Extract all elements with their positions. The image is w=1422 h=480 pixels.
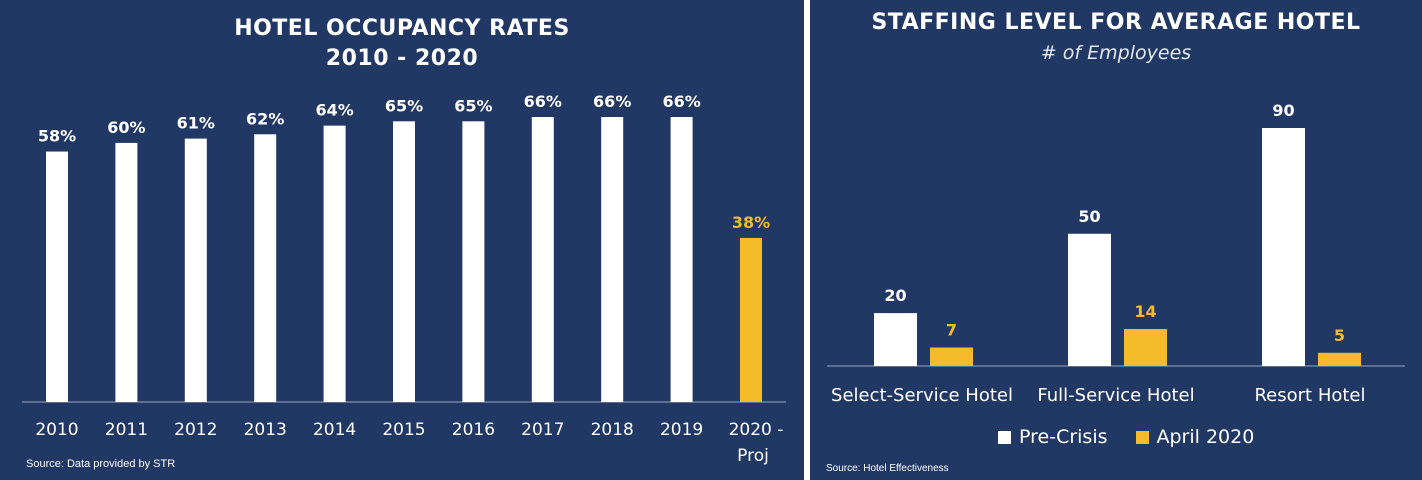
occupancy-data-label: 66% bbox=[593, 92, 631, 111]
staffing-bar bbox=[1124, 328, 1167, 366]
occupancy-data-label: 62% bbox=[246, 109, 284, 128]
legend-item-april-2020: April 2020 bbox=[1135, 426, 1255, 448]
staffing-x-tick-label: Full-Service Hotel bbox=[1037, 385, 1194, 406]
occupancy-bar bbox=[323, 125, 346, 403]
occupancy-bar bbox=[254, 134, 277, 403]
staffing-data-label: 5 bbox=[1334, 326, 1345, 345]
staffing-bar bbox=[1068, 233, 1111, 366]
staffing-bar bbox=[930, 347, 973, 366]
occupancy-data-label: 65% bbox=[454, 96, 492, 115]
legend-label-april-2020: April 2020 bbox=[1156, 426, 1255, 448]
occupancy-x-tick-label: 2010 bbox=[35, 420, 78, 440]
occupancy-x-tick-label: 2011 bbox=[105, 420, 148, 440]
occupancy-chart-panel: HOTEL OCCUPANCY RATES 2010 - 2020 58% 201… bbox=[0, 0, 804, 480]
occupancy-data-label: 65% bbox=[385, 96, 423, 115]
occupancy-x-tick-label: 2016 bbox=[452, 420, 495, 440]
occupancy-bar bbox=[740, 237, 762, 402]
occupancy-data-label: 61% bbox=[177, 114, 215, 133]
occupancy-data-label: 66% bbox=[524, 92, 562, 111]
occupancy-x-tick-label: 2015 bbox=[382, 420, 425, 440]
staffing-data-label: 20 bbox=[884, 286, 906, 305]
occupancy-bar bbox=[670, 117, 693, 402]
staffing-chart-title: STAFFING LEVEL FOR AVERAGE HOTEL bbox=[871, 10, 1361, 35]
legend-swatch-april-2020 bbox=[1135, 430, 1149, 444]
staffing-data-label: 90 bbox=[1272, 101, 1294, 120]
staffing-legend: Pre-Crisis April 2020 bbox=[998, 426, 1272, 448]
staffing-data-label: 14 bbox=[1134, 302, 1156, 321]
staffing-chart-panel: STAFFING LEVEL FOR AVERAGE HOTEL # of Em… bbox=[810, 0, 1422, 480]
occupancy-x-tick-label: 2014 bbox=[313, 420, 356, 440]
occupancy-x-tick-label: 2020 -Proj bbox=[729, 420, 784, 466]
occupancy-data-label: 66% bbox=[662, 92, 700, 111]
staffing-bar bbox=[874, 313, 917, 366]
staffing-data-label: 7 bbox=[946, 320, 957, 339]
staffing-x-tick-label: Select-Service Hotel bbox=[831, 385, 1013, 406]
staffing-data-label: 50 bbox=[1078, 207, 1100, 226]
occupancy-x-tick-label: 2019 bbox=[660, 420, 703, 440]
occupancy-source-note: Source: Data provided by STR bbox=[26, 458, 176, 470]
staffing-source-note: Source: Hotel Effectiveness bbox=[826, 463, 949, 474]
occupancy-bar-chart: 58% 2010 60% 2011 61% 2012 62% 2013 64% 2014 65% 20… bbox=[22, 92, 786, 466]
occupancy-title-line2: 2010 - 2020 bbox=[325, 46, 479, 71]
occupancy-title-line1: HOTEL OCCUPANCY RATES bbox=[234, 16, 570, 41]
staffing-bar bbox=[1262, 128, 1305, 366]
occupancy-bar bbox=[462, 121, 485, 403]
occupancy-x-tick-label: 2013 bbox=[244, 420, 287, 440]
legend-label-pre-crisis: Pre-Crisis bbox=[1019, 426, 1108, 448]
occupancy-data-label: 64% bbox=[315, 101, 353, 120]
occupancy-x-tick-label: 2018 bbox=[591, 420, 634, 440]
staffing-bar bbox=[1318, 352, 1361, 366]
occupancy-x-tick-label: 2017 bbox=[521, 420, 564, 440]
occupancy-chart-title: HOTEL OCCUPANCY RATES 2010 - 2020 bbox=[0, 14, 804, 74]
occupancy-bar bbox=[46, 151, 68, 402]
legend-item-pre-crisis: Pre-Crisis bbox=[998, 426, 1108, 448]
occupancy-bar bbox=[115, 142, 138, 402]
occupancy-x-tick-label: 2012 bbox=[174, 420, 217, 440]
occupancy-bar bbox=[531, 117, 554, 402]
occupancy-data-label: 60% bbox=[107, 118, 145, 137]
legend-swatch-pre-crisis bbox=[998, 430, 1011, 444]
occupancy-bar bbox=[601, 117, 624, 402]
occupancy-data-label: 58% bbox=[38, 127, 76, 146]
occupancy-data-label: 38% bbox=[732, 213, 770, 232]
occupancy-bar bbox=[184, 138, 207, 402]
staffing-x-tick-label: Resort Hotel bbox=[1254, 385, 1365, 406]
occupancy-bar bbox=[393, 121, 415, 403]
staffing-bar-chart: 20 7 Select-Service Hotel 50 14 Full-Service … bbox=[827, 101, 1405, 406]
staffing-chart-subtitle: # of Employees bbox=[1040, 42, 1192, 64]
